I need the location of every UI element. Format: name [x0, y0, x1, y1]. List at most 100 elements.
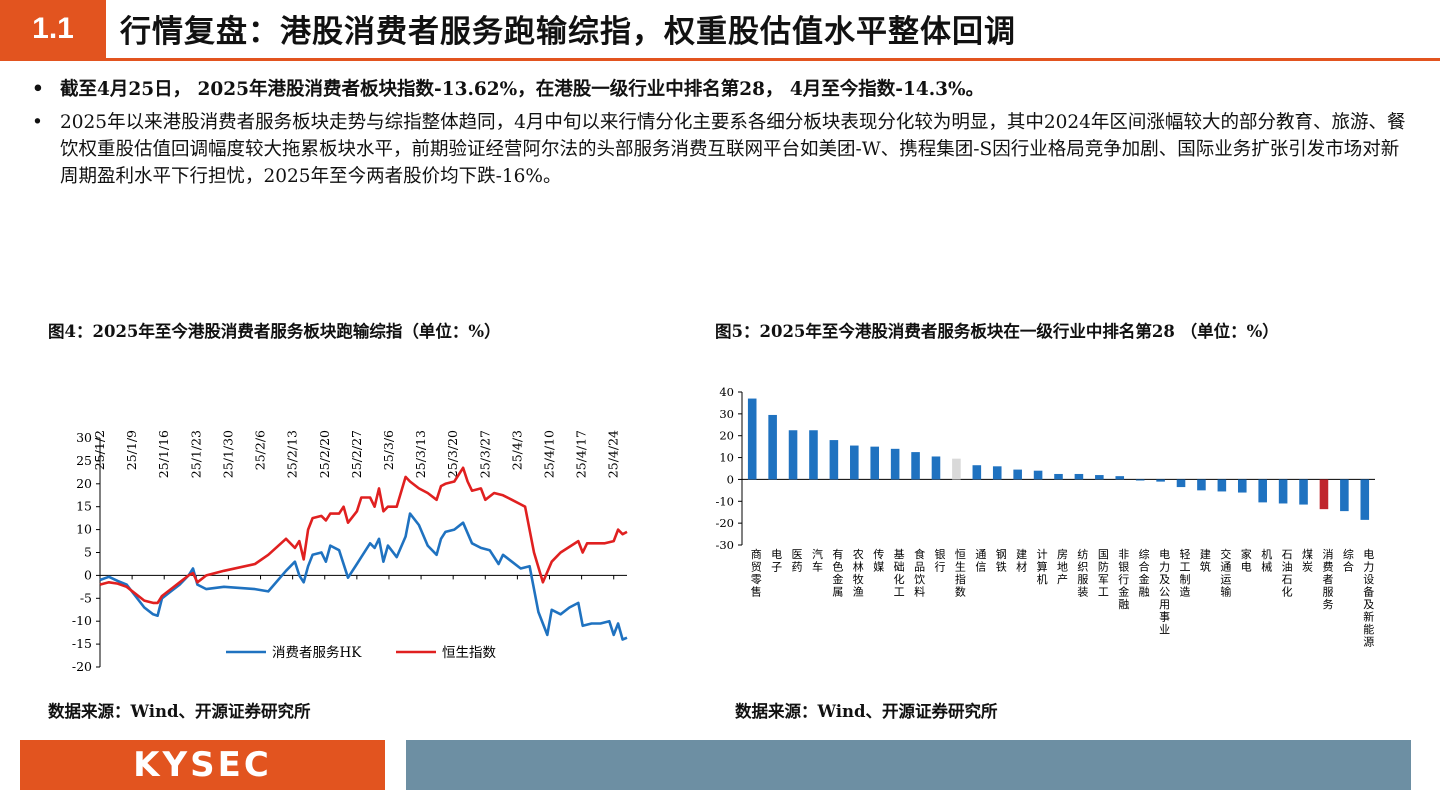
legend-label: 恒生指数	[442, 645, 496, 661]
bar	[972, 465, 982, 480]
page-title: 行情复盘：港股消费者服务跑输综指，权重股估值水平整体回调	[120, 14, 1016, 50]
x-category-label: 煤炭	[1302, 548, 1313, 574]
y-tick-label: 5	[84, 545, 92, 560]
figure4-line-chart: 30 25 20 15 10 5 0 -5 -10 -15 -20 25/1/2 25/1/9 25/1/…	[72, 430, 628, 674]
bar	[1197, 479, 1206, 491]
bar	[1360, 479, 1370, 520]
kysec-logo: KYSEC	[20, 740, 385, 790]
bar	[931, 456, 941, 480]
header-rule	[0, 58, 1440, 61]
bar	[768, 414, 777, 480]
x-category-label: 家电	[1241, 547, 1252, 574]
y-tick-label: 25	[76, 453, 92, 468]
x-category-label: 综合金融	[1139, 547, 1150, 599]
figure4-title: 图4：2025年至今港股消费者服务板块跑输综指（单位：%）	[48, 322, 501, 341]
bar	[1013, 469, 1022, 480]
bar	[747, 398, 757, 480]
bar	[1299, 479, 1308, 505]
x-category-label: 医药	[792, 548, 803, 574]
x-category-label: 国防军工	[1098, 548, 1109, 599]
x-category-label: 轻工制造	[1180, 547, 1191, 599]
x-category-label: 电力及公用事业	[1159, 548, 1170, 636]
footer-bar	[406, 740, 1411, 790]
x-category-label: 非银行金融	[1118, 548, 1129, 611]
x-category-label: 传媒	[873, 548, 884, 574]
x-tick-label: 25/1/9	[124, 430, 139, 470]
bullet-dot: •	[32, 112, 43, 133]
bar	[809, 430, 818, 480]
bar	[1135, 479, 1145, 481]
figure5-source: 数据来源：Wind、开源证券研究所	[735, 702, 998, 721]
bar	[1340, 479, 1349, 512]
x-tick-label: 25/3/13	[413, 430, 428, 478]
x-tick-label: 25/2/13	[285, 430, 300, 478]
x-tick-label: 25/4/17	[574, 430, 589, 478]
bar	[870, 446, 880, 480]
y-tick-label: 20	[719, 429, 734, 443]
x-category-label: 纺织服装	[1077, 547, 1088, 599]
x-category-label: 有色金属	[832, 547, 843, 599]
x-tick-label: 25/2/20	[317, 430, 332, 478]
x-category-label: 汽车	[812, 547, 823, 574]
x-tick-label: 25/1/2	[92, 430, 107, 470]
bar	[850, 445, 859, 480]
bar	[829, 440, 839, 480]
y-tick-label: 40	[719, 385, 734, 399]
figure4-source: 数据来源：Wind、开源证券研究所	[48, 702, 311, 721]
bullet-text: 2025年以来港股消费者服务板块走势与综指整体趋同，4月中旬以来行情分化主要系各…	[60, 112, 1406, 187]
y-tick-label: 10	[719, 451, 734, 465]
x-tick-label: 25/3/27	[477, 430, 492, 478]
bar	[1258, 479, 1267, 503]
y-tick-label: -10	[72, 613, 92, 628]
bar	[1176, 479, 1186, 488]
y-tick-label: 20	[76, 476, 92, 491]
x-tick-label: 25/2/27	[349, 430, 364, 478]
bar	[1319, 479, 1329, 510]
x-category-label: 恒生指数	[955, 548, 966, 599]
x-category-label: 综合	[1343, 547, 1354, 574]
x-tick-label: 25/3/6	[381, 430, 396, 470]
y-tick-label: -20	[715, 516, 734, 530]
bullet-list: • 截至4月25日， 2025年港股消费者板块指数-13.62%，在港股一级行业…	[30, 76, 1415, 196]
figure5-title: 图5：2025年至今港股消费者服务板块在一级行业中排名第28 （单位：%）	[715, 322, 1279, 341]
legend-label: 消费者服务HK	[272, 645, 362, 661]
section-number: 1.1	[0, 0, 106, 58]
x-category-label: 农林牧渔	[853, 547, 864, 599]
x-tick-label: 25/1/16	[156, 430, 171, 478]
y-tick-label: -30	[715, 538, 734, 552]
x-tick-label: 25/4/3	[509, 430, 524, 470]
y-tick-label: 10	[76, 522, 92, 537]
x-tick-label: 25/4/24	[606, 430, 621, 478]
x-category-label: 建筑	[1200, 547, 1211, 574]
y-tick-label: 0	[84, 567, 92, 582]
bar	[890, 448, 900, 480]
x-tick-label: 25/3/20	[445, 430, 460, 478]
bar	[788, 430, 798, 480]
bar	[1074, 473, 1084, 480]
x-category-label: 房地产	[1057, 548, 1068, 586]
bar	[1115, 476, 1125, 480]
y-tick-label: -10	[715, 494, 734, 508]
header: 1.1 行情复盘：港股消费者服务跑输综指，权重股估值水平整体回调	[0, 0, 1440, 64]
y-tick-label: -5	[80, 590, 92, 605]
x-category-label: 机械	[1261, 547, 1272, 574]
x-category-label: 基础化工	[894, 548, 905, 599]
bar	[1217, 479, 1227, 492]
bar	[1278, 479, 1288, 504]
x-category-label: 电子	[771, 548, 782, 574]
series-line-consumer-services	[99, 512, 628, 641]
y-tick-label: 15	[76, 499, 92, 514]
y-tick-label: -20	[72, 659, 92, 674]
y-tick-label: 30	[719, 407, 734, 421]
x-tick-label: 25/2/6	[253, 430, 268, 470]
figure5-bar-chart: 40 30 20 10 0 -10 -20 -30 商贸零售电子医药汽车有色金属农林牧渔传媒基础…	[715, 385, 1375, 649]
bar	[1054, 473, 1063, 480]
y-tick-label: -15	[72, 636, 92, 651]
bar	[1237, 479, 1247, 493]
bar	[992, 466, 1002, 480]
x-category-label: 交通运输	[1220, 547, 1231, 599]
x-category-label: 消费者服务	[1322, 547, 1333, 611]
bar	[1156, 479, 1165, 482]
x-category-label: 商贸零售	[751, 547, 762, 599]
bullet-dot: •	[32, 79, 44, 100]
